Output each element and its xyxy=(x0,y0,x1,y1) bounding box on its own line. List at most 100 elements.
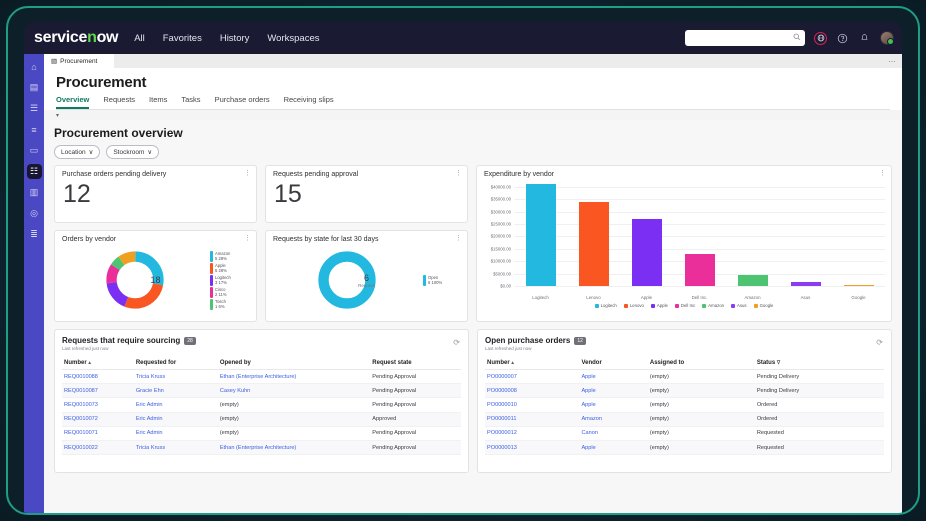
link[interactable]: PO0000007 xyxy=(487,373,517,380)
link[interactable]: PO0000008 xyxy=(487,387,517,394)
link[interactable]: Canon xyxy=(581,430,598,437)
link[interactable]: Ethan (Enterprise Architecture) xyxy=(219,444,297,451)
bar-column[interactable]: Google xyxy=(832,182,885,300)
cell-vendor[interactable]: Apple xyxy=(579,440,648,456)
link[interactable]: Ethan (Enterprise Architecture) xyxy=(219,373,297,380)
cell-vendor[interactable]: Apple xyxy=(579,369,648,385)
cell-number[interactable]: PO0000012 xyxy=(485,426,580,441)
bar[interactable] xyxy=(843,285,874,286)
bar-column[interactable]: Apple xyxy=(620,182,673,300)
link[interactable]: Apple xyxy=(581,373,596,380)
cell-requested_for[interactable]: Tricia Kruss xyxy=(133,369,218,385)
legend-item[interactable]: Dell Inc xyxy=(674,303,695,308)
collapse-bar[interactable]: ▾ xyxy=(44,110,902,120)
kebab-menu-icon[interactable]: ⋮ xyxy=(455,170,462,177)
tab-overview[interactable]: Overview xyxy=(56,95,90,109)
cell-requested_for[interactable]: Gracie Ehn xyxy=(133,383,218,399)
cell-number[interactable]: REQ0010087 xyxy=(62,383,134,399)
tab-procurement[interactable]: ▧ Procurement xyxy=(44,54,114,68)
cell-number[interactable]: PO0000008 xyxy=(485,383,580,399)
column-header-requested-for[interactable]: Requested for xyxy=(133,357,218,370)
legend-item[interactable]: Asus xyxy=(731,303,747,308)
table-row[interactable]: REQ0010072 Eric Admin (empty) Approved xyxy=(62,412,461,427)
column-header-number[interactable]: Number ▴ xyxy=(485,357,580,370)
bar-column[interactable]: Amazon xyxy=(726,182,779,300)
kebab-menu-icon[interactable]: ⋮ xyxy=(244,235,251,242)
cell-requested_for[interactable]: Tricia Kruss xyxy=(133,440,218,456)
column-header-number[interactable]: Number ▴ xyxy=(62,357,134,370)
servicenow-logo[interactable]: servicenow xyxy=(34,29,118,47)
tab-overflow-icon[interactable]: ⋯ xyxy=(888,59,896,66)
cell-opened_by[interactable]: Ethan (Enterprise Architecture) xyxy=(217,369,371,385)
link[interactable]: Gracie Ehn xyxy=(135,387,164,394)
link[interactable]: REQ0010071 xyxy=(64,430,98,437)
sidebar-item-documents[interactable]: ☰ xyxy=(29,103,39,113)
table-row[interactable]: REQ0010073 Eric Admin (empty) Pending Appro… xyxy=(62,397,461,413)
bar-column[interactable]: Logitech xyxy=(514,182,567,300)
cell-vendor[interactable]: Canon xyxy=(579,426,648,441)
sidebar-item-analytics[interactable]: ◎ xyxy=(30,208,38,218)
tab-purchase-orders[interactable]: Purchase orders xyxy=(214,95,270,104)
table-row[interactable]: PO0000012 Canon (empty) Requested xyxy=(485,426,884,441)
sidebar-item-lists[interactable]: ≡ xyxy=(31,124,37,135)
link[interactable]: Casey Kuhn xyxy=(219,387,251,394)
column-header-request-state[interactable]: Request state xyxy=(370,357,461,370)
nav-link-history[interactable]: History xyxy=(219,32,250,44)
cell-number[interactable]: REQ0010022 xyxy=(62,440,134,456)
user-avatar[interactable] xyxy=(880,31,894,45)
link[interactable]: Eric Admin xyxy=(135,416,163,423)
table-row[interactable]: REQ0010022 Tricia Kruss Ethan (Enterprise … xyxy=(62,440,461,456)
link[interactable]: Tricia Kruss xyxy=(135,444,166,451)
link[interactable]: REQ0010073 xyxy=(64,401,98,408)
tab-requests[interactable]: Requests xyxy=(103,95,136,104)
link[interactable]: PO0000010 xyxy=(487,401,517,408)
table-row[interactable]: REQ0010071 Eric Admin (empty) Pending Appro… xyxy=(62,426,461,441)
refresh-icon[interactable]: ⟳ xyxy=(453,338,460,347)
link[interactable]: Apple xyxy=(581,401,596,408)
cell-vendor[interactable]: Apple xyxy=(579,383,648,399)
nav-link-workspaces[interactable]: Workspaces xyxy=(267,32,320,44)
notifications-bell-icon[interactable] xyxy=(858,32,871,45)
bar[interactable] xyxy=(578,201,609,286)
cell-number[interactable]: REQ0010088 xyxy=(62,369,134,385)
search-input[interactable] xyxy=(689,34,801,42)
link[interactable]: Apple xyxy=(581,444,596,451)
table-row[interactable]: REQ0010087 Gracie Ehn Casey Kuhn Pending Ap… xyxy=(62,383,461,399)
link[interactable]: REQ0010087 xyxy=(64,387,98,394)
link[interactable]: Tricia Kruss xyxy=(135,373,166,380)
cell-number[interactable]: PO0000013 xyxy=(485,440,580,456)
help-icon[interactable] xyxy=(836,32,849,45)
cell-number[interactable]: PO0000007 xyxy=(485,369,580,385)
cell-number[interactable]: PO0000010 xyxy=(485,397,580,413)
link[interactable]: Apple xyxy=(581,387,596,394)
table-row[interactable]: PO0000011 Amazon (empty) Ordered xyxy=(485,412,884,427)
bar[interactable] xyxy=(631,219,662,286)
link[interactable]: REQ0010088 xyxy=(64,373,98,380)
kebab-menu-icon[interactable]: ⋮ xyxy=(455,235,462,242)
link[interactable]: PO0000012 xyxy=(487,430,517,437)
tab-tasks[interactable]: Tasks xyxy=(181,95,201,104)
cell-number[interactable]: REQ0010073 xyxy=(62,397,134,413)
column-header-assigned-to[interactable]: Assigned to xyxy=(647,357,755,370)
legend-item[interactable]: Amazon xyxy=(702,303,724,308)
table-row[interactable]: PO0000013 Apple (empty) Requested xyxy=(485,440,884,456)
cell-requested_for[interactable]: Eric Admin xyxy=(133,397,218,413)
bar[interactable] xyxy=(790,282,821,286)
sidebar-item-procurement[interactable]: ☷ xyxy=(26,164,42,179)
globe-icon[interactable] xyxy=(814,31,827,45)
refresh-icon[interactable]: ⟳ xyxy=(876,338,883,347)
kebab-menu-icon[interactable]: ⋮ xyxy=(244,170,251,177)
column-header-opened-by[interactable]: Opened by xyxy=(217,357,371,370)
table-row[interactable]: REQ0010088 Tricia Kruss Ethan (Enterprise … xyxy=(62,369,461,385)
link[interactable]: REQ0010022 xyxy=(64,444,98,451)
global-search[interactable] xyxy=(685,30,805,46)
cell-number[interactable]: REQ0010072 xyxy=(62,412,134,427)
bar[interactable] xyxy=(525,184,556,286)
filter-location[interactable]: Location ∨ xyxy=(54,145,101,159)
sidebar-item-menu[interactable]: ≣ xyxy=(30,229,38,239)
table-row[interactable]: PO0000008 Apple (empty) Pending Delivery xyxy=(485,383,884,399)
link[interactable]: PO0000013 xyxy=(487,444,517,451)
cell-number[interactable]: PO0000011 xyxy=(485,412,580,427)
nav-link-favorites[interactable]: Favorites xyxy=(162,32,202,44)
link[interactable]: PO0000011 xyxy=(487,416,517,423)
